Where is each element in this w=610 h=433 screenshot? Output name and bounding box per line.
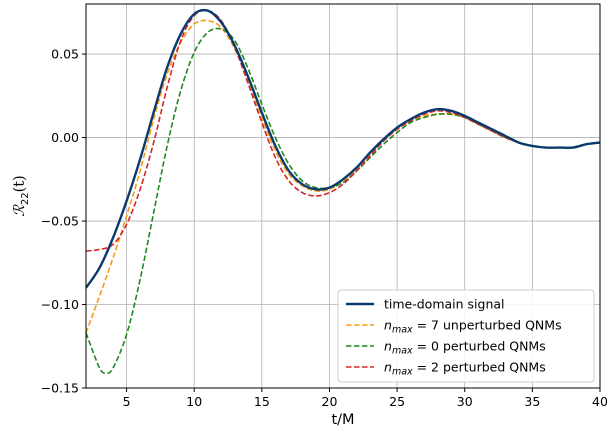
y-tick-label: 0.00 (51, 130, 79, 145)
y-axis-label: ℛ22(t) (12, 175, 31, 216)
y-tick-label: −0.05 (41, 214, 79, 229)
x-tick-label: 10 (186, 394, 202, 409)
y-tick-label: −0.15 (41, 381, 79, 396)
legend-label-0: time-domain signal (384, 297, 505, 312)
x-tick-label: 40 (592, 394, 608, 409)
series-line-1 (86, 19, 600, 334)
legend-label-2: nmax = 0 perturbed QNMs (384, 339, 546, 357)
legend-label-1: nmax = 7 unperturbed QNMs (384, 318, 562, 336)
legend: time-domain signal nmax = 7 unperturbed Q… (337, 289, 595, 383)
series-lines (86, 8, 600, 374)
series-line-3 (86, 9, 600, 252)
x-tick-label: 15 (254, 394, 270, 409)
plot-frame (85, 3, 601, 389)
y-tick-label: −0.10 (41, 297, 79, 312)
series-line-0 (86, 8, 600, 289)
tick-labels: 5 10 15 20 25 30 35 40 −0.15 −0.10 −0.05 0.00 0.05 (41, 47, 608, 409)
x-tick-label: 5 (123, 394, 131, 409)
x-tick-label: 25 (389, 394, 405, 409)
series-line-2 (86, 27, 600, 374)
legend-box (337, 289, 595, 383)
x-axis-label: t/M (331, 412, 354, 428)
x-tick-label: 35 (524, 394, 540, 409)
y-tick-label: 0.05 (51, 47, 79, 62)
axes (82, 3, 601, 392)
x-tick-label: 30 (457, 394, 473, 409)
legend-label-3: nmax = 2 perturbed QNMs (384, 360, 546, 378)
x-tick-label: 20 (322, 394, 338, 409)
